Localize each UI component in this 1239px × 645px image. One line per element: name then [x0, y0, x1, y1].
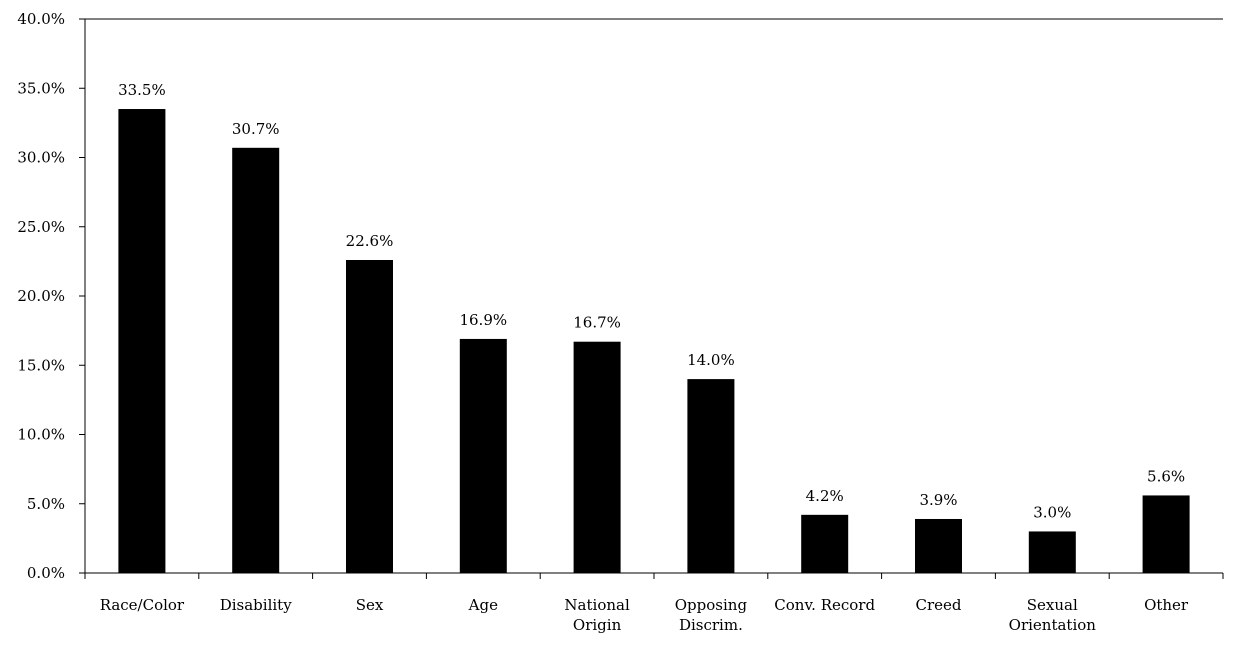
bars	[118, 109, 1190, 574]
y-tick-label: 0.0%	[27, 564, 65, 582]
x-tick-label: Other	[1144, 596, 1189, 614]
bar	[346, 259, 393, 573]
data-label: 3.9%	[919, 491, 957, 509]
data-label: 3.0%	[1033, 503, 1071, 521]
x-tick-label: National	[564, 596, 630, 614]
bar	[118, 109, 166, 574]
bar	[232, 147, 280, 573]
y-axis: 0.0% 5.0% 10.0% 15.0% 20.0% 25.0% 30.0% 35.0% 40…	[17, 10, 1223, 582]
x-tick-label: Sex	[356, 596, 384, 614]
x-tick-label: Age	[468, 596, 498, 614]
data-label: 22.6%	[346, 232, 394, 250]
bar	[459, 338, 507, 573]
data-label: 5.6%	[1147, 467, 1185, 485]
x-tick-label: Disability	[220, 596, 292, 614]
bar	[573, 341, 621, 573]
bar	[1142, 495, 1190, 573]
data-label: 4.2%	[806, 487, 844, 505]
data-labels: 33.5% 30.7% 22.6% 16.9% 16.7% 14.0% 4.2% 3.9% 3.…	[118, 81, 1185, 521]
x-tick-label: Origin	[573, 616, 622, 634]
x-tick-label: Race/Color	[100, 596, 185, 614]
bar	[1028, 531, 1076, 573]
y-tick-label: 25.0%	[17, 218, 65, 236]
x-tick-label: Opposing	[675, 596, 748, 614]
y-tick-label: 15.0%	[17, 356, 65, 374]
y-tick-label: 10.0%	[17, 426, 65, 444]
x-tick-label: Orientation	[1009, 616, 1097, 634]
x-tick-label: Discrim.	[679, 616, 743, 634]
bar	[801, 514, 849, 573]
data-label: 33.5%	[118, 81, 166, 99]
x-tick-label: Conv. Record	[774, 596, 875, 614]
y-tick-label: 5.0%	[27, 495, 65, 513]
y-tick-label: 40.0%	[17, 10, 65, 28]
y-tick-label: 30.0%	[17, 149, 65, 167]
data-label: 14.0%	[687, 351, 735, 369]
data-label: 16.9%	[459, 311, 507, 329]
data-label: 16.7%	[573, 314, 621, 332]
y-tick-label: 20.0%	[17, 287, 65, 305]
y-tick-label: 35.0%	[17, 79, 65, 97]
data-label: 30.7%	[232, 120, 280, 138]
x-tick-label: Sexual	[1027, 596, 1078, 614]
bar	[915, 518, 962, 573]
x-tick-label: Creed	[915, 596, 961, 614]
x-axis: Race/Color Disability Sex Age National Origin…	[84, 572, 1224, 634]
bar	[687, 379, 735, 573]
